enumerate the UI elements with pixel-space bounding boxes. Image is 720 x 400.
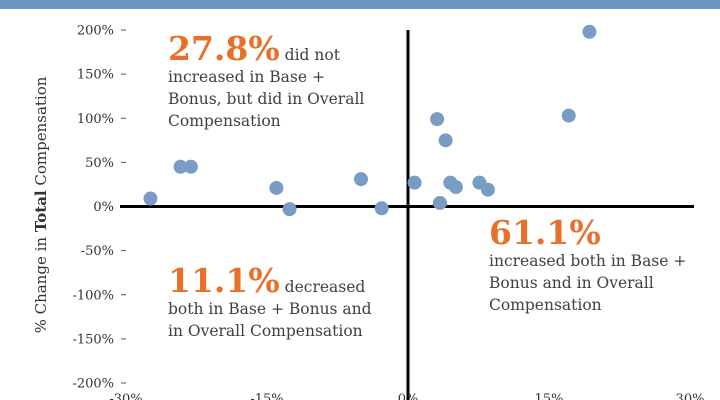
data-point <box>407 175 422 190</box>
annotation-bottom-right-text-2: Bonus and in Overall <box>489 274 654 292</box>
annotation-top-left-text-3: Bonus, but did in Overall <box>168 90 365 108</box>
data-point <box>561 108 576 123</box>
data-point <box>430 112 445 127</box>
x-tick-label: -15% <box>250 392 283 400</box>
data-point <box>480 182 495 197</box>
x-tick-label: -30% <box>109 392 142 400</box>
annotation-top-left-text-2: increased in Base + <box>168 68 325 86</box>
data-point <box>448 180 463 195</box>
annotation-bottom-left-percent: 11.1% <box>168 261 280 300</box>
y-tick-label: 50% <box>85 156 114 171</box>
annotation-top-left-text-4: Compensation <box>168 112 281 130</box>
annotation-top-left: 27.8% did not increased in Base + Bonus,… <box>168 32 398 132</box>
y-axis-label: % Change in Total Compensation <box>32 76 50 333</box>
annotation-bottom-left-text-1: decreased <box>284 278 366 296</box>
annotation-bottom-right: 61.1% increased both in Base + Bonus and… <box>489 216 714 316</box>
data-point <box>374 201 389 216</box>
annotation-bottom-right-text-1: increased both in Base + <box>489 252 687 270</box>
data-point <box>269 180 284 195</box>
y-tick-label: 150% <box>77 68 114 83</box>
annotation-top-left-percent: 27.8% <box>168 29 280 68</box>
y-tick-label: -150% <box>72 332 114 347</box>
y-axis-label-bold: Total <box>32 190 50 232</box>
annotation-bottom-left-text-2: both in Base + Bonus and <box>168 300 372 318</box>
y-tick-label: -50% <box>81 244 114 259</box>
y-tick-label: -200% <box>72 377 114 392</box>
y-axis-ticks: 200% 150% 100% 50% 0% -50% -100% -150% -200% <box>72 24 126 392</box>
data-point <box>143 191 158 206</box>
data-point <box>282 202 297 217</box>
annotation-bottom-left-text-3: in Overall Compensation <box>168 322 363 340</box>
data-point <box>183 159 198 174</box>
y-tick-label: -100% <box>72 288 114 303</box>
annotation-top-left-text-1: did not <box>284 46 340 64</box>
quadrant-axes <box>120 30 694 400</box>
data-point <box>354 172 368 187</box>
data-points <box>143 24 597 217</box>
annotation-bottom-left: 11.1% decreased both in Base + Bonus and… <box>168 264 398 342</box>
data-point <box>438 133 453 148</box>
data-point <box>432 195 447 210</box>
top-banner <box>0 0 720 9</box>
data-point <box>582 24 597 39</box>
annotation-bottom-right-percent: 61.1% <box>489 213 601 252</box>
annotation-bottom-right-text-3: Compensation <box>489 296 602 314</box>
data-point <box>173 159 188 174</box>
x-tick-label: 15% <box>535 392 564 400</box>
y-tick-label: 200% <box>77 24 114 39</box>
y-tick-label: 100% <box>77 112 114 127</box>
y-axis-label-suffix: Compensation <box>32 76 50 190</box>
y-axis-label-prefix: % Change in <box>32 232 50 333</box>
y-tick-label: 0% <box>93 200 114 215</box>
x-tick-label: 30% <box>676 392 705 400</box>
